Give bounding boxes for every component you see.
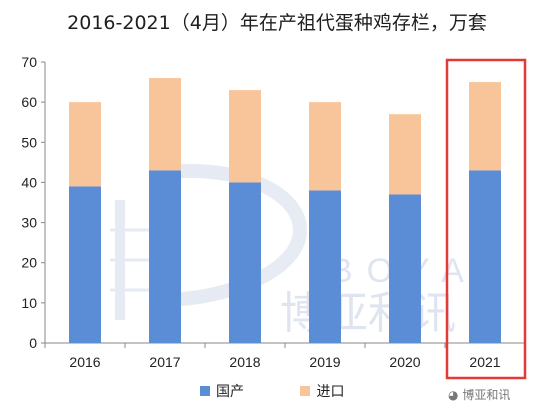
highlight-box-2021 [445, 58, 527, 380]
bar-domestic-2020 [389, 194, 421, 343]
x-tick-label: 2018 [229, 354, 260, 370]
axes [41, 61, 526, 348]
legend-swatch-domestic [200, 386, 210, 396]
x-tick-label: 2017 [149, 354, 180, 370]
bar-imported-2018 [229, 90, 261, 183]
y-tick-label: 0 [29, 335, 37, 351]
bar-imported-2020 [389, 114, 421, 195]
legend: 国产 进口 [200, 381, 396, 401]
y-tick-label: 40 [21, 174, 37, 190]
chart-title: 2016-2021（4月）年在产祖代蛋种鸡存栏，万套 [67, 12, 487, 34]
legend-label-imported: 进口 [316, 384, 345, 400]
x-tick-label: 2020 [389, 354, 420, 370]
legend-label-domestic: 国产 [216, 384, 244, 400]
y-tick-label: 10 [21, 295, 37, 311]
wechat-icon: ◕ [448, 388, 459, 402]
x-tick-label: 2019 [309, 354, 340, 370]
watermark-text: 博亚和讯 [462, 388, 511, 402]
bar-domestic-2017 [149, 170, 181, 343]
watermark-logo [110, 164, 308, 320]
y-tick-label: 70 [21, 54, 37, 70]
bar-imported-2021 [469, 82, 501, 171]
bar-imported-2017 [149, 78, 181, 171]
y-tick-label: 20 [21, 255, 37, 271]
y-tick-label: 50 [21, 134, 37, 150]
y-tick-label: 60 [21, 94, 37, 110]
legend-item-imported: 进口 [300, 381, 344, 401]
watermark-brand-cn: 博亚和讯 [280, 288, 456, 339]
bars [69, 78, 501, 343]
bar-domestic-2018 [229, 182, 261, 343]
legend-swatch-imported [300, 386, 311, 396]
bar-imported-2016 [69, 102, 101, 187]
x-tick-label: 2016 [69, 354, 100, 370]
bar-domestic-2019 [309, 190, 341, 343]
bar-domestic-2021 [469, 170, 501, 343]
bar-domestic-2016 [69, 186, 101, 343]
bar-imported-2019 [309, 102, 341, 191]
tick-labels: 0 10 20 30 40 50 60 70 2016 2017 2018 2019 2020 2021 [21, 54, 500, 370]
wechat-watermark: ◕ 博亚和讯 [448, 386, 510, 403]
x-tick-label: 2021 [469, 354, 500, 370]
y-tick-label: 30 [21, 215, 37, 231]
legend-item-domestic: 国产 [200, 381, 244, 401]
